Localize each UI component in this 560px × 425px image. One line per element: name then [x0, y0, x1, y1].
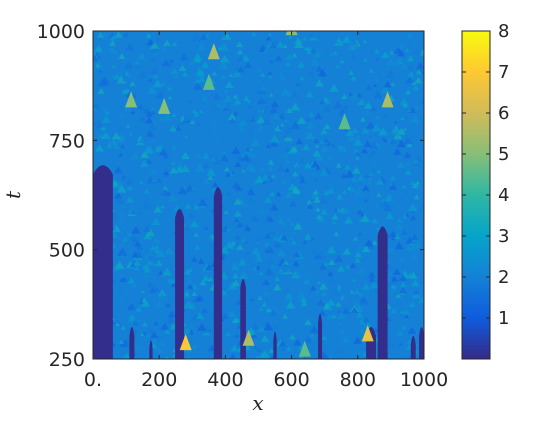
peak-mark	[179, 334, 192, 351]
peak-mark	[207, 43, 220, 60]
laminar-region	[273, 331, 277, 359]
peak-mark	[242, 329, 255, 346]
x-axis-label: x	[252, 391, 263, 415]
x-tick-label: 200	[141, 369, 177, 391]
laminar-region	[213, 187, 223, 359]
y-tick-label: 250	[49, 349, 85, 371]
x-tick-label: 0.	[84, 369, 102, 391]
laminar-region	[129, 327, 135, 359]
laminar-region	[410, 335, 416, 359]
peak-mark	[202, 73, 215, 90]
x-tick-label: 1000	[400, 369, 448, 391]
colorbar-tick-label: 2	[498, 267, 509, 288]
laminar-region	[149, 340, 153, 359]
laminar-region	[175, 208, 185, 359]
laminar-region	[419, 327, 424, 359]
y-tick-label: 1000	[37, 21, 85, 43]
plot-frame	[92, 30, 425, 360]
heatmap-area	[93, 31, 424, 359]
colorbar-ticks: 1 2 3 4 5 6 7 8	[462, 21, 509, 329]
laminar-region	[240, 278, 246, 359]
x-axis-ticks: 0. 200 400 600 800 1000	[84, 31, 448, 391]
peak-mark	[361, 325, 374, 342]
peak-mark	[338, 113, 351, 130]
x-tick-label: 400	[207, 369, 243, 391]
heatmap-background	[93, 31, 424, 359]
peak-mark	[298, 340, 311, 357]
y-axis-label: t	[1, 190, 25, 199]
colorbar-tick-label: 3	[498, 226, 509, 247]
colorbar-tick-label: 8	[498, 21, 509, 42]
laminar-region	[377, 226, 388, 359]
y-tick-label: 750	[49, 130, 85, 152]
colorbar-tick-label: 4	[498, 185, 509, 206]
peak-mark	[125, 91, 138, 108]
x-tick-label: 800	[340, 369, 376, 391]
colorbar-tick-label: 1	[498, 308, 509, 329]
x-tick-label: 600	[273, 369, 309, 391]
y-axis-ticks: 250 500 750 1000	[37, 21, 424, 371]
laminar-region	[318, 313, 323, 359]
laminar-region	[93, 165, 113, 359]
colorbar-tick-label: 6	[498, 103, 509, 124]
colorbar	[461, 30, 491, 360]
y-tick-label: 500	[49, 240, 85, 262]
peak-mark	[158, 97, 171, 114]
peak-mark	[381, 91, 394, 108]
colorbar-tick-label: 7	[498, 62, 509, 83]
colorbar-tick-label: 5	[498, 144, 509, 165]
